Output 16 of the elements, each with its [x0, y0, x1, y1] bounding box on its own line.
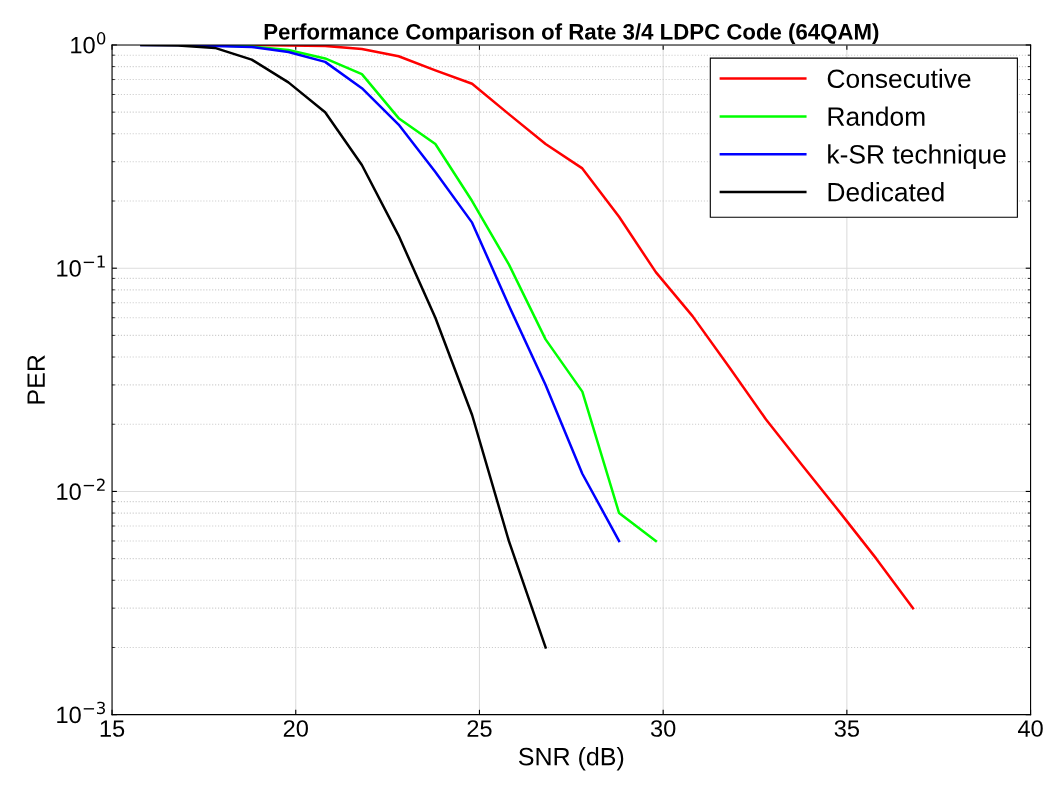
x-tick-label: 35: [834, 720, 860, 737]
x-tick-label: 40: [1017, 720, 1043, 737]
legend-label: Random: [828, 106, 925, 126]
legend-label: k-SR technique: [828, 144, 1006, 169]
y-axis-title: PER: [27, 355, 45, 404]
y-tick-label: 10$^{−1}$: [57, 255, 105, 277]
legend-label: Dedicated: [828, 182, 944, 202]
legend-label: Consecutive: [827, 68, 971, 89]
y-tick-label: 10$^{−2}$: [57, 478, 105, 501]
x-tick-label: 15: [100, 720, 125, 737]
x-tick-label: 30: [650, 720, 676, 737]
x-axis-title: SNR (dB): [518, 747, 624, 771]
x-tick-label: 25: [467, 720, 492, 737]
chart-title: Performance Comparison of Rate 3/4 LDPC Code (64QAM): [264, 23, 879, 45]
y-tick-label: 10$^{0}$: [71, 32, 106, 54]
x-tick-label: 20: [283, 720, 308, 737]
